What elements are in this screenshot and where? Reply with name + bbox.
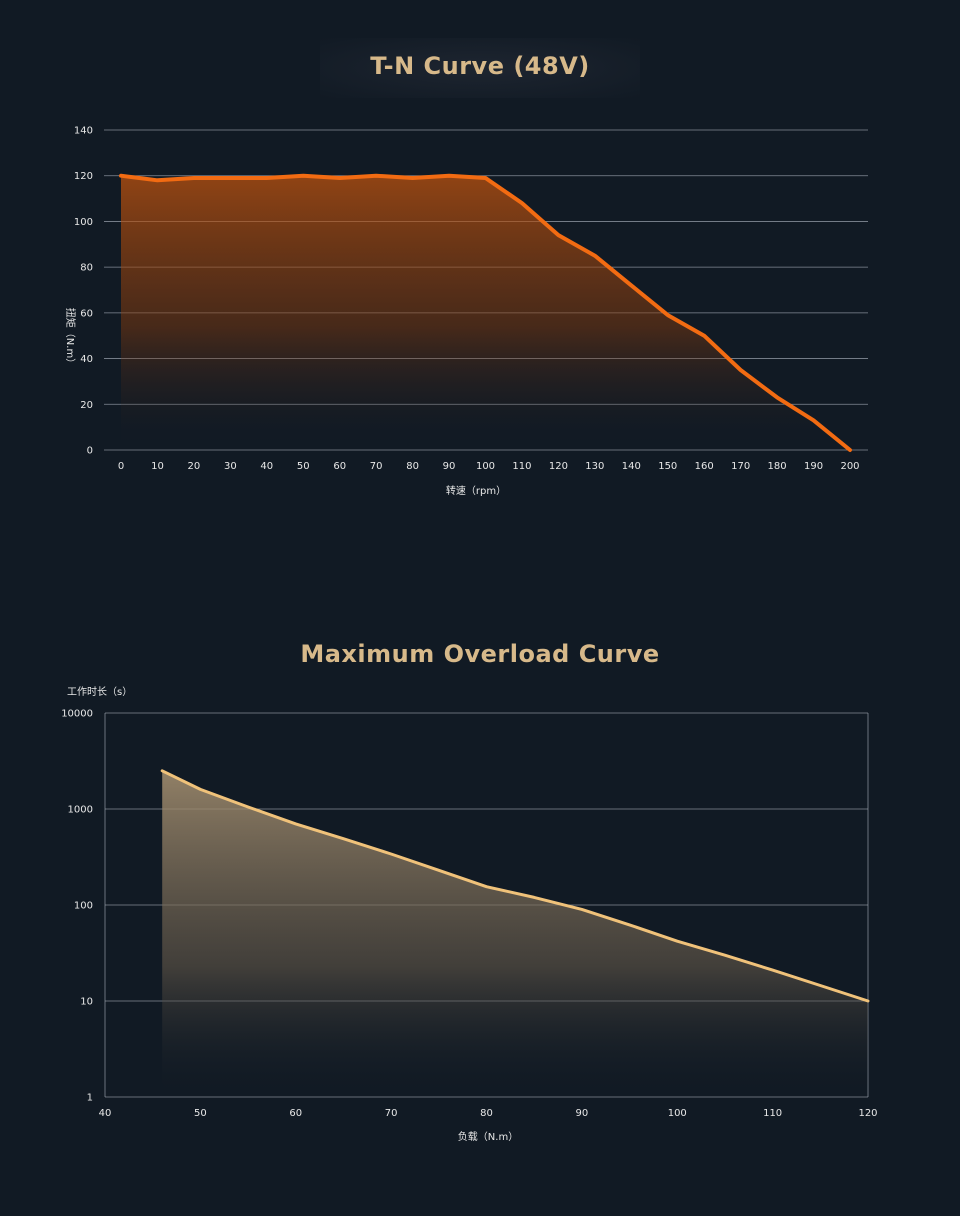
chart1-x-tick-label: 120 [549, 461, 568, 472]
chart2-y-tick-label: 10000 [61, 709, 93, 720]
chart1-x-axis-title: 转速（rpm） [446, 484, 506, 497]
chart2-x-tick-label: 80 [480, 1108, 493, 1119]
chart1-x-tick-label: 30 [224, 461, 237, 472]
chart2-x-axis-title: 负载（N.m） [458, 1130, 518, 1143]
chart1-y-tick-label: 80 [80, 263, 93, 274]
chart2-x-tick-label: 120 [858, 1108, 877, 1119]
chart2-area-fill [162, 770, 868, 1097]
chart2-y-tick-label: 100 [74, 901, 93, 912]
chart1-y-axis-title: 扭矩（N.m） [64, 308, 77, 368]
chart2-x-tick-label: 70 [385, 1108, 398, 1119]
chart2-series-line [160, 769, 870, 1003]
chart1-y-tick-label: 20 [80, 400, 93, 411]
chart1-x-tick-label: 20 [188, 461, 201, 472]
chart1-x-tick-label: 160 [695, 461, 714, 472]
chart1-x-tick-label: 60 [333, 461, 346, 472]
chart2-x-tick-label: 60 [289, 1108, 302, 1119]
chart1-area-fill [121, 175, 850, 450]
chart1-x-tick-label: 140 [622, 461, 641, 472]
chart2-y-tick-label: 1 [87, 1093, 93, 1104]
chart1-x-tick-label: 130 [585, 461, 604, 472]
chart2-x-tick-label: 50 [194, 1108, 207, 1119]
chart1-x-tick-label: 80 [406, 461, 419, 472]
chart2-y-tick-label: 10 [80, 997, 93, 1008]
chart1-x-tick-label: 100 [476, 461, 495, 472]
chart1-x-tick-label: 180 [768, 461, 787, 472]
chart1-x-tick-label: 200 [840, 461, 859, 472]
title-glow [320, 38, 640, 98]
chart1-y-tick-label: 0 [87, 446, 93, 457]
chart2-x-tick-label: 100 [668, 1108, 687, 1119]
chart1-x-tick-label: 110 [512, 461, 531, 472]
chart1-x-tick-label: 10 [151, 461, 164, 472]
chart1-x-tick-label: 50 [297, 461, 310, 472]
chart1-x-tick-label: 90 [443, 461, 456, 472]
chart1-y-tick-label: 140 [74, 126, 93, 137]
chart1-x-tick-label: 70 [370, 461, 383, 472]
chart1-y-tick-label: 60 [80, 308, 93, 319]
chart2-x-tick-label: 90 [576, 1108, 589, 1119]
chart1-series-line [119, 173, 852, 452]
chart1-x-tick-label: 40 [260, 461, 273, 472]
chart1-title: T-N Curve (48V) [370, 52, 590, 80]
chart1-y-tick-label: 40 [80, 354, 93, 365]
chart2-y-tick-label: 1000 [68, 805, 93, 816]
chart2-x-tick-label: 110 [763, 1108, 782, 1119]
chart2-y-axis-title: 工作时长（s） [67, 686, 132, 698]
chart2-title: Maximum Overload Curve [300, 640, 660, 668]
chart1-y-tick-label: 100 [74, 217, 93, 228]
chart1-x-tick-label: 170 [731, 461, 750, 472]
chart2-x-tick-label: 40 [99, 1108, 112, 1119]
chart1-y-tick-label: 120 [74, 171, 93, 182]
chart1-x-tick-label: 150 [658, 461, 677, 472]
chart1-x-tick-label: 190 [804, 461, 823, 472]
chart1-x-tick-label: 0 [118, 461, 124, 472]
